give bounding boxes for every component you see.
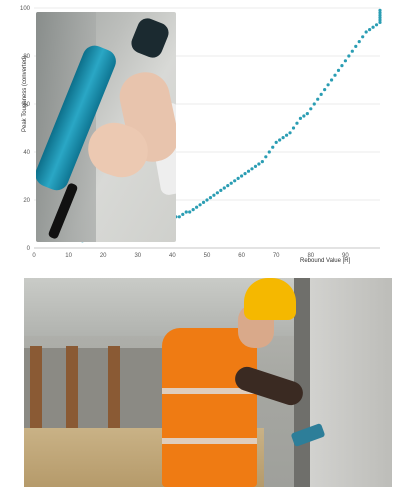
data-point xyxy=(215,191,219,195)
hard-hat-icon xyxy=(244,278,296,320)
x-tick-label: 20 xyxy=(100,253,107,259)
y-tick-label: 0 xyxy=(27,246,31,252)
y-tick-label: 100 xyxy=(20,6,31,12)
data-point xyxy=(309,107,313,111)
data-point xyxy=(191,208,195,212)
y-tick-label: 60 xyxy=(23,102,30,108)
data-point xyxy=(284,133,289,137)
data-point xyxy=(246,169,251,173)
y-tick-label: 80 xyxy=(23,54,30,60)
data-point xyxy=(236,176,240,180)
data-point xyxy=(368,28,372,32)
data-point xyxy=(378,16,382,20)
data-point xyxy=(291,126,296,130)
data-point xyxy=(278,138,282,142)
x-tick-label: 0 xyxy=(32,253,36,259)
data-point xyxy=(281,136,285,140)
vest-stripe xyxy=(162,438,257,444)
data-point xyxy=(222,186,226,190)
data-point xyxy=(305,112,309,116)
y-tick-label: 20 xyxy=(23,198,30,204)
data-point xyxy=(333,73,337,77)
data-point xyxy=(253,164,258,168)
data-point xyxy=(212,193,216,197)
data-point xyxy=(184,210,188,214)
tick-labels: 0 20 40 60 80 100 0 10 20 30 40 50 60 70 80 90 xyxy=(20,6,349,259)
data-point xyxy=(240,174,244,178)
concrete-column xyxy=(310,278,392,487)
data-point xyxy=(329,78,334,82)
data-point xyxy=(378,20,382,24)
data-point xyxy=(295,121,299,125)
data-point xyxy=(357,40,361,44)
data-point xyxy=(229,181,233,185)
x-tick-label: 30 xyxy=(134,253,141,259)
data-point xyxy=(326,83,330,87)
data-point xyxy=(226,184,230,188)
formwork-post xyxy=(30,346,42,446)
data-point xyxy=(274,140,278,144)
hammer-cap xyxy=(128,15,172,61)
data-point xyxy=(260,160,264,164)
data-point xyxy=(208,196,213,200)
data-point xyxy=(323,88,327,92)
data-point xyxy=(378,13,382,17)
x-tick-label: 10 xyxy=(65,253,72,259)
data-point xyxy=(181,212,185,216)
data-point xyxy=(371,25,375,29)
data-point xyxy=(257,162,261,166)
x-tick-label: 60 xyxy=(238,253,245,259)
data-point xyxy=(354,44,358,49)
data-point xyxy=(350,49,354,53)
data-point xyxy=(336,68,341,72)
data-point xyxy=(343,59,347,63)
data-point xyxy=(188,210,192,214)
vest-stripe xyxy=(162,388,257,394)
x-tick-label: 70 xyxy=(273,253,280,259)
data-point xyxy=(312,102,316,106)
data-point xyxy=(201,200,206,204)
rebound-hammer-photo xyxy=(36,12,176,242)
data-point xyxy=(347,54,351,58)
x-tick-label: 80 xyxy=(307,253,314,259)
data-point xyxy=(374,23,379,27)
x-axis-label: Rebound Value [R] xyxy=(300,258,351,264)
data-point xyxy=(302,114,306,118)
data-point xyxy=(264,155,268,159)
data-point xyxy=(195,205,199,209)
data-point xyxy=(298,116,303,120)
formwork-post xyxy=(108,346,120,446)
data-point xyxy=(177,215,181,219)
data-point xyxy=(219,188,223,192)
data-point xyxy=(205,198,209,202)
x-tick-label: 50 xyxy=(204,253,211,259)
data-point xyxy=(271,145,275,149)
data-point xyxy=(378,11,382,15)
data-point xyxy=(250,167,254,171)
data-point xyxy=(378,8,382,12)
data-point xyxy=(288,131,292,135)
construction-worker-icon xyxy=(162,328,257,487)
data-point xyxy=(361,35,365,39)
x-tick-label: 40 xyxy=(169,253,176,259)
data-point xyxy=(316,97,320,101)
data-point xyxy=(243,172,247,176)
data-point xyxy=(319,92,323,96)
data-point xyxy=(364,30,368,34)
data-point xyxy=(233,179,237,183)
x-tick-label: 90 xyxy=(342,253,349,259)
data-point xyxy=(340,64,344,68)
data-point xyxy=(378,18,382,22)
scatter-chart: 0 20 40 60 80 100 0 10 20 30 40 50 60 70 80 90 Rebound … xyxy=(19,6,382,264)
data-point xyxy=(267,150,271,154)
y-tick-label: 40 xyxy=(23,150,30,156)
worker-photo xyxy=(24,278,392,487)
data-point xyxy=(198,203,202,207)
formwork-post xyxy=(66,346,78,446)
y-axis-label: Peak Toughness (converted) xyxy=(22,56,28,132)
